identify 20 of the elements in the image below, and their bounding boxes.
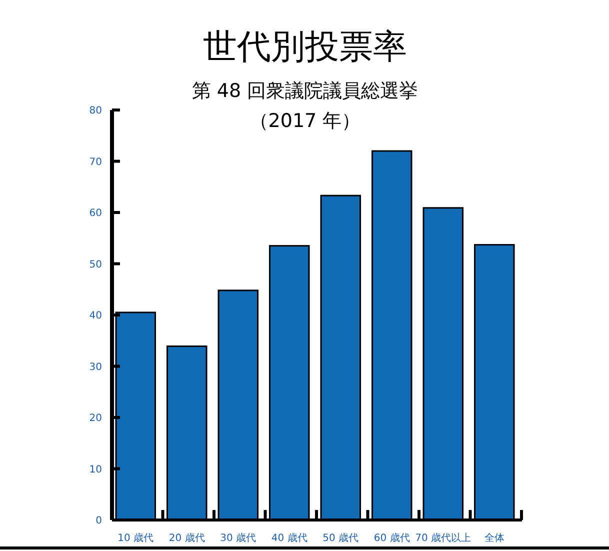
y-tick-label: 60 (89, 208, 102, 219)
x-tick-label: 60 歳代 (374, 532, 410, 544)
x-tick-label: 70 歳代以上 (415, 532, 472, 544)
y-tick-label: 40 (89, 310, 102, 322)
x-tick-label: 10 歳代 (118, 532, 154, 544)
y-tick-label: 50 (89, 259, 102, 270)
chart-subtitle: 第 48 回衆議院議員総選挙 (192, 80, 418, 102)
x-tick-label: 全体 (484, 532, 504, 544)
x-tick-label: 30 歳代 (220, 532, 256, 544)
x-tick-label: 50 歳代 (322, 532, 359, 544)
chart-title: 世代別投票率 (203, 27, 407, 67)
annotation: （2017 年） (249, 110, 361, 132)
x-tick-label: 40 歳代 (271, 532, 308, 544)
y-tick-label: 30 (89, 362, 102, 373)
y-tick-label: 70 (89, 156, 102, 168)
y-tick-label: 0 (96, 516, 102, 526)
y-tick-label: 80 (89, 106, 102, 116)
y-tick-label: 20 (89, 413, 102, 424)
y-tick-label: 10 (89, 464, 102, 476)
x-tick-label: 20 歳代 (168, 532, 205, 544)
